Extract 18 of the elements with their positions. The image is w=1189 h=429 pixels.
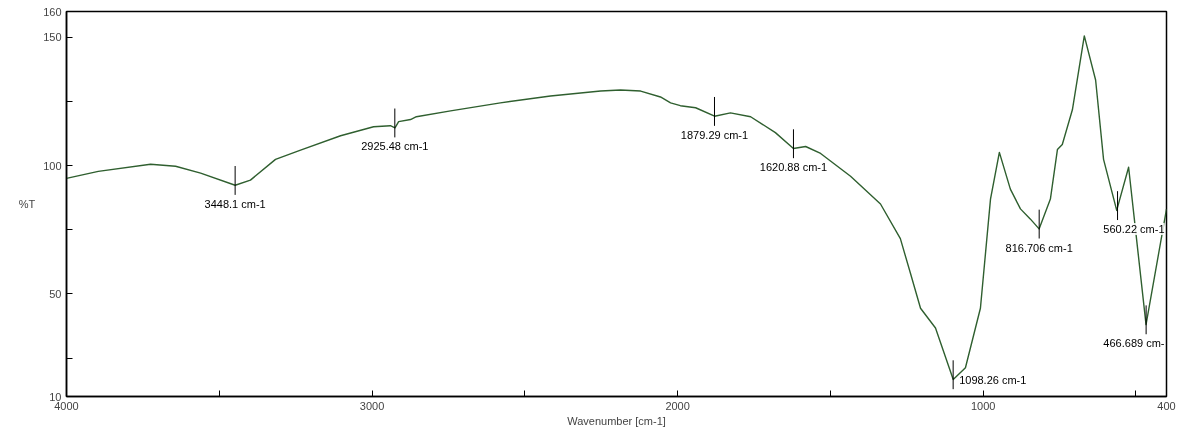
annotation: 816.706 cm-1: [1005, 241, 1073, 254]
annotation: 2925.48 cm-1: [361, 140, 429, 153]
y-axis-title: %T: [18, 198, 36, 210]
x-tick-label: 1000: [970, 399, 996, 412]
y-tick-label: 150: [43, 31, 62, 44]
y-tick-label: 50: [49, 287, 62, 300]
annotation: 560.22 cm-1: [1103, 223, 1165, 236]
y-tick-label: 160: [43, 5, 62, 18]
annotation: 1620.88 cm-1: [759, 161, 828, 174]
annotation: 466.689 cm-: [1103, 337, 1165, 350]
x-tick-label: 2000: [665, 399, 690, 412]
annotation: 1879.29 cm-1: [680, 128, 749, 141]
x-axis-title: Wavenumber [cm-1]: [567, 414, 666, 427]
y-tick-label: 100: [43, 159, 62, 172]
x-tick-label: 400: [1157, 399, 1176, 412]
annotation: 3448.1 cm-1: [204, 197, 266, 210]
x-tick-label: 3000: [359, 399, 385, 412]
annotation: 1098.26 cm-1: [959, 373, 1027, 386]
